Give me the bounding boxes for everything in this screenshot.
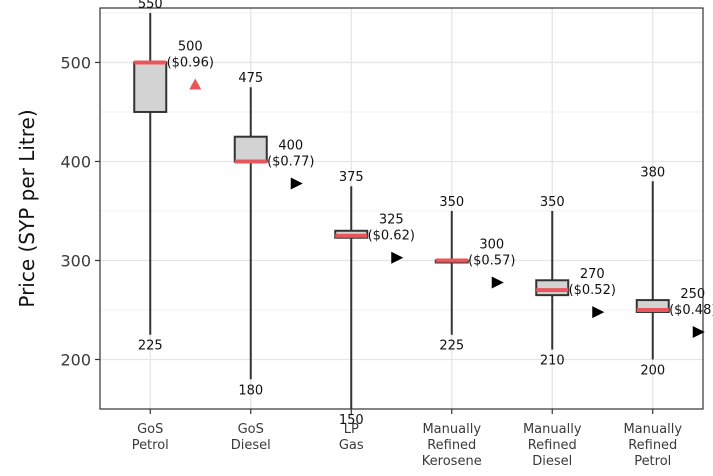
x-tick-label: Petrol bbox=[132, 438, 169, 453]
usd-label: ($0.77) bbox=[267, 154, 314, 169]
min-label: 225 bbox=[439, 339, 464, 354]
x-tick-label: Kerosene bbox=[422, 454, 482, 469]
min-label: 225 bbox=[138, 339, 163, 354]
x-tick-label: Manually bbox=[422, 422, 481, 437]
value-label: 500 bbox=[178, 39, 203, 54]
box-group: 380 200 250($0.48) bbox=[635, 165, 713, 378]
right-triangle-marker bbox=[592, 306, 605, 319]
box-group: 475 180 400($0.77) bbox=[233, 71, 314, 398]
right-triangle-marker bbox=[491, 276, 504, 289]
x-tick-label: LP bbox=[344, 422, 359, 437]
x-tick-label: Petrol bbox=[634, 454, 671, 469]
up-triangle-marker bbox=[189, 78, 202, 90]
max-label: 350 bbox=[439, 195, 464, 210]
max-label: 550 bbox=[138, 0, 163, 12]
y-tick-label: 200 bbox=[60, 350, 91, 369]
box-group: 375 150 325($0.62) bbox=[334, 170, 415, 428]
box bbox=[535, 279, 570, 297]
max-label: 350 bbox=[540, 195, 565, 210]
y-axis: 200 300 400 500 bbox=[60, 53, 100, 369]
min-label: 200 bbox=[640, 363, 665, 378]
max-label: 380 bbox=[640, 165, 665, 180]
box-group: 350 225 300($0.57) bbox=[434, 195, 515, 354]
value-label: 400 bbox=[278, 138, 303, 153]
y-tick-label: 300 bbox=[60, 251, 91, 270]
y-tick-label: 500 bbox=[60, 53, 91, 72]
value-label: 325 bbox=[379, 213, 404, 228]
min-label: 150 bbox=[339, 413, 364, 428]
max-label: 475 bbox=[238, 71, 263, 86]
x-tick-label: Manually bbox=[623, 422, 682, 437]
y-axis-label: Price (SYP per Litre) bbox=[15, 109, 39, 307]
min-label: 210 bbox=[540, 354, 565, 369]
x-tick-label: GoS bbox=[238, 422, 264, 437]
min-label: 180 bbox=[238, 383, 263, 398]
y-tick-label: 400 bbox=[60, 152, 91, 171]
x-tick-label: GoS bbox=[137, 422, 163, 437]
usd-label: ($0.48) bbox=[669, 303, 713, 318]
box-group: 350 210 270($0.52) bbox=[535, 195, 616, 369]
x-tick-label: Diesel bbox=[532, 454, 572, 469]
value-label: 300 bbox=[479, 237, 504, 252]
x-tick-label: Refined bbox=[427, 438, 476, 453]
box bbox=[233, 135, 268, 163]
box-marks: 550 225 500($0.96) 475 180 400($0.77) 375 150 32… bbox=[133, 0, 713, 428]
x-tick-label: Refined bbox=[628, 438, 677, 453]
x-tick-label: Diesel bbox=[231, 438, 271, 453]
x-tick-label: Manually bbox=[523, 422, 582, 437]
right-triangle-marker bbox=[290, 177, 303, 190]
usd-label: ($0.96) bbox=[167, 55, 214, 70]
max-label: 375 bbox=[339, 170, 364, 185]
usd-label: ($0.52) bbox=[569, 283, 616, 298]
usd-label: ($0.62) bbox=[368, 229, 415, 244]
plot-panel-border bbox=[99, 7, 704, 410]
x-tick-label: Gas bbox=[339, 438, 364, 453]
value-label: 270 bbox=[580, 267, 605, 282]
usd-label: ($0.57) bbox=[468, 253, 515, 268]
x-axis: GoSPetrolGoSDieselLPGasManuallyRefinedKe… bbox=[132, 409, 682, 469]
box-group: 550 225 500($0.96) bbox=[133, 0, 214, 354]
box bbox=[133, 61, 168, 113]
right-triangle-marker bbox=[692, 325, 705, 338]
value-label: 250 bbox=[680, 287, 705, 302]
right-triangle-marker bbox=[391, 251, 404, 264]
x-tick-label: Refined bbox=[528, 438, 577, 453]
